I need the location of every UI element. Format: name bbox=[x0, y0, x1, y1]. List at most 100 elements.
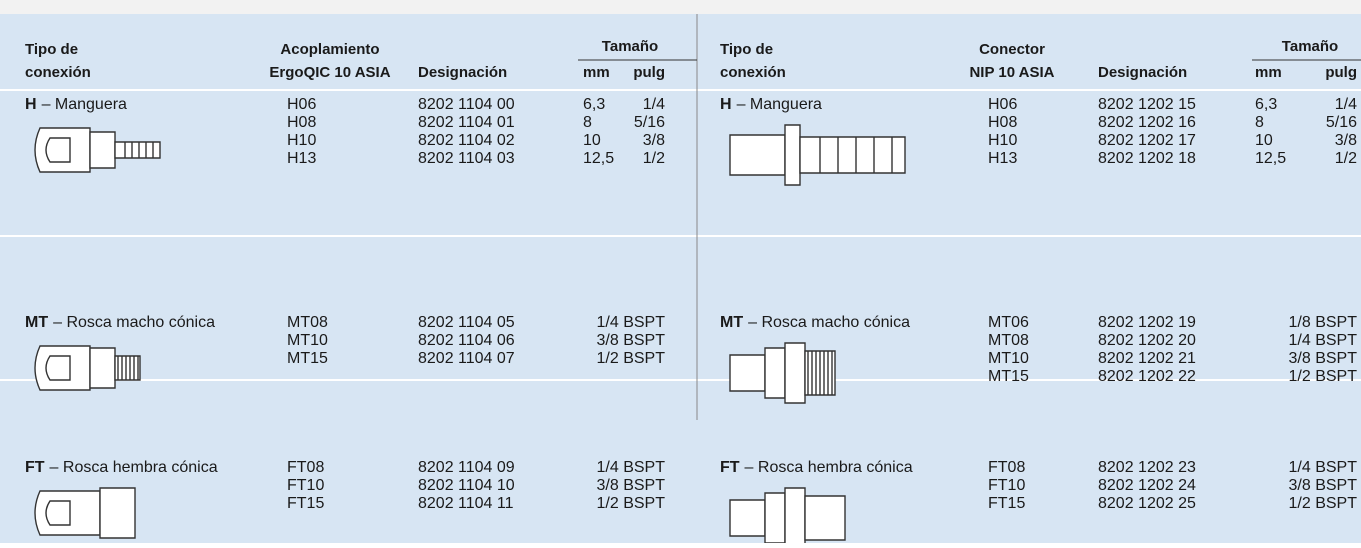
size: 1/4 BSPT bbox=[1289, 459, 1358, 476]
size: 1/2 BSPT bbox=[1289, 495, 1358, 512]
label: – Rosca macho cónica bbox=[748, 314, 910, 331]
designation: 8202 1202 15 bbox=[1098, 96, 1196, 113]
designation: 8202 1202 24 bbox=[1098, 477, 1196, 494]
header: Tamaño bbox=[602, 38, 658, 55]
model: FT10 bbox=[287, 477, 324, 494]
icon-part bbox=[45, 500, 71, 526]
code: FT bbox=[720, 459, 740, 476]
model: MT06 bbox=[988, 314, 1029, 331]
header: pulg bbox=[633, 64, 665, 81]
designation: 8202 1104 09 bbox=[418, 459, 515, 476]
model: FT08 bbox=[988, 459, 1025, 476]
icon-part bbox=[784, 342, 806, 404]
size-mm: 6,3 bbox=[583, 96, 605, 113]
model: FT15 bbox=[287, 495, 324, 512]
row-title: MT – Rosca macho cónica bbox=[25, 314, 215, 331]
size-in: 5/16 bbox=[634, 114, 665, 131]
size-mm: 8 bbox=[583, 114, 592, 131]
header: pulg bbox=[1325, 64, 1357, 81]
label: – Manguera bbox=[42, 96, 127, 113]
row-title: H – Manguera bbox=[25, 96, 127, 113]
fitting-icon bbox=[729, 342, 836, 404]
size-in: 1/2 bbox=[643, 150, 665, 167]
size: 3/8 BSPT bbox=[597, 332, 666, 349]
size: 3/8 BSPT bbox=[1289, 477, 1358, 494]
designation: 8202 1104 03 bbox=[418, 150, 515, 167]
header: Acoplamiento bbox=[280, 41, 379, 58]
designation: 8202 1202 17 bbox=[1098, 132, 1196, 149]
header: Designación bbox=[1098, 64, 1187, 81]
header: mm bbox=[1255, 64, 1282, 81]
size-in: 1/2 bbox=[1335, 150, 1357, 167]
designation: 8202 1104 06 bbox=[418, 332, 515, 349]
header: Tipo de bbox=[720, 41, 773, 58]
size-mm: 6,3 bbox=[1255, 96, 1277, 113]
icon-part bbox=[804, 495, 846, 541]
size: 1/4 BSPT bbox=[597, 459, 666, 476]
designation: 8202 1202 25 bbox=[1098, 495, 1196, 512]
size-in: 1/4 bbox=[643, 96, 665, 113]
designation: 8202 1202 20 bbox=[1098, 332, 1196, 349]
size-in: 3/8 bbox=[1335, 132, 1357, 149]
header: NIP 10 ASIA bbox=[969, 64, 1054, 81]
icon-part bbox=[89, 131, 116, 169]
icon-part bbox=[799, 136, 906, 174]
designation: 8202 1104 07 bbox=[418, 350, 515, 367]
size: 3/8 BSPT bbox=[597, 477, 666, 494]
fitting-icon bbox=[34, 345, 141, 391]
designation: 8202 1104 05 bbox=[418, 314, 515, 331]
size: 3/8 BSPT bbox=[1289, 350, 1358, 367]
model: H10 bbox=[988, 132, 1017, 149]
row-title: FT – Rosca hembra cónica bbox=[25, 459, 218, 476]
icon-part bbox=[89, 347, 116, 389]
icon-part bbox=[729, 499, 766, 537]
size: 1/4 BSPT bbox=[597, 314, 666, 331]
fitting-icon bbox=[34, 127, 161, 173]
code: MT bbox=[25, 314, 48, 331]
row-title: MT – Rosca macho cónica bbox=[720, 314, 910, 331]
fitting-icon bbox=[729, 124, 906, 186]
model: MT10 bbox=[988, 350, 1029, 367]
model: MT10 bbox=[287, 332, 328, 349]
size-mm: 10 bbox=[583, 132, 601, 149]
size: 1/4 BSPT bbox=[1289, 332, 1358, 349]
code: H bbox=[25, 96, 37, 113]
designation: 8202 1202 21 bbox=[1098, 350, 1196, 367]
fitting-icon bbox=[34, 487, 136, 539]
size: 1/8 BSPT bbox=[1289, 314, 1358, 331]
model: H13 bbox=[287, 150, 316, 167]
icon-part bbox=[114, 141, 161, 159]
designation: 8202 1202 18 bbox=[1098, 150, 1196, 167]
model: FT10 bbox=[988, 477, 1025, 494]
size-mm: 12,5 bbox=[583, 150, 614, 167]
model: MT08 bbox=[988, 332, 1029, 349]
size: 1/2 BSPT bbox=[1289, 368, 1358, 385]
model: FT08 bbox=[287, 459, 324, 476]
designation: 8202 1202 23 bbox=[1098, 459, 1196, 476]
top-strip bbox=[0, 0, 1361, 14]
designation: 8202 1202 22 bbox=[1098, 368, 1196, 385]
model: H13 bbox=[988, 150, 1017, 167]
label: – Rosca hembra cónica bbox=[745, 459, 913, 476]
header: Tipo de bbox=[25, 41, 78, 58]
designation: 8202 1104 11 bbox=[418, 495, 514, 512]
size-in: 1/4 bbox=[1335, 96, 1357, 113]
label: – Rosca macho cónica bbox=[53, 314, 215, 331]
icon-part bbox=[764, 492, 786, 544]
code: MT bbox=[720, 314, 743, 331]
designation: 8202 1104 01 bbox=[418, 114, 515, 131]
header: mm bbox=[583, 64, 610, 81]
header: conexión bbox=[720, 64, 786, 81]
code: FT bbox=[25, 459, 45, 476]
label: – Rosca hembra cónica bbox=[50, 459, 218, 476]
icon-part bbox=[45, 355, 71, 381]
icon-part bbox=[764, 347, 786, 399]
model: H10 bbox=[287, 132, 316, 149]
size-in: 5/16 bbox=[1326, 114, 1357, 131]
label: – Manguera bbox=[737, 96, 822, 113]
designation: 8202 1202 19 bbox=[1098, 314, 1196, 331]
model: MT15 bbox=[988, 368, 1029, 385]
designation: 8202 1202 16 bbox=[1098, 114, 1196, 131]
